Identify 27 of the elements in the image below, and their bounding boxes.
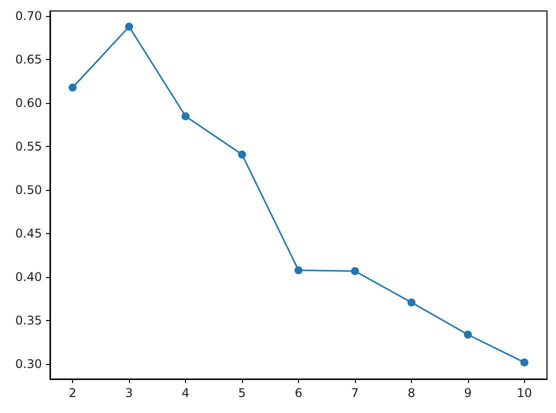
x-tick-label: 2	[68, 386, 76, 400]
y-tick-label: 0.70	[15, 9, 42, 24]
point	[68, 84, 77, 92]
point	[520, 358, 528, 366]
point	[294, 266, 302, 274]
y-tick-label: 0.60	[15, 96, 42, 110]
y-tick-label: 0.35	[15, 314, 42, 328]
x-tick-label: 8	[408, 386, 416, 400]
point	[182, 112, 190, 120]
x-tick-label: 3	[125, 386, 133, 400]
y-tick-label: 0.55	[15, 140, 42, 154]
point	[350, 267, 359, 276]
x-tick-label: 4	[182, 386, 190, 400]
point	[125, 22, 134, 31]
x-tick-label: 5	[238, 386, 246, 400]
y-tick-label: 0.40	[15, 270, 42, 284]
x-tick-label: 7	[351, 386, 359, 400]
y-tick-label: 0.45	[15, 226, 42, 241]
point	[464, 330, 472, 339]
x-tick-label: 9	[464, 386, 472, 400]
y-tick-label: 0.65	[15, 52, 42, 67]
x-tick-label: 10	[516, 386, 532, 400]
point	[238, 150, 246, 159]
point	[407, 298, 416, 306]
y-tick-label: 0.30	[15, 357, 42, 372]
y-tick-label: 0.50	[15, 183, 42, 198]
x-tick-label: 6	[294, 386, 302, 400]
